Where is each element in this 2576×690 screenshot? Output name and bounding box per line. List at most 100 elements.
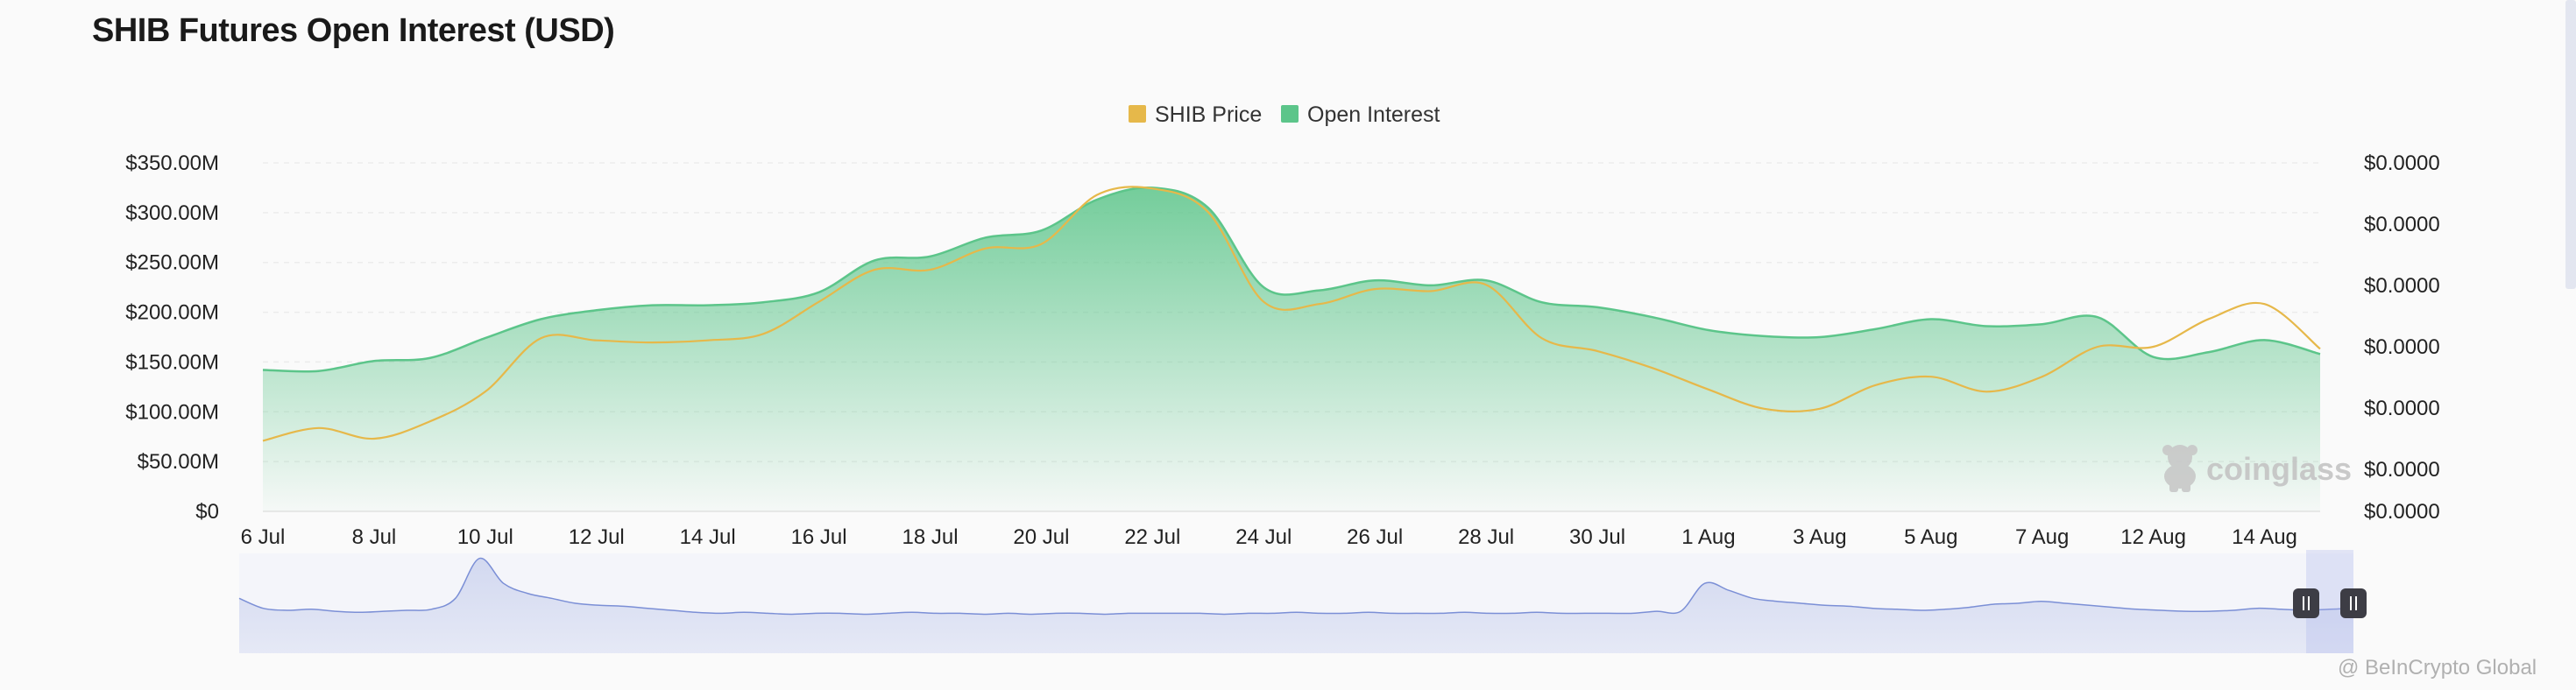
y-right-tick-label: $0.0000 <box>2364 500 2440 524</box>
open-interest-point[interactable] <box>1257 281 1270 293</box>
shib-price-point[interactable] <box>2148 341 2160 353</box>
open-interest-point[interactable] <box>2091 311 2104 323</box>
x-tick-label: 26 Jul <box>1347 525 1403 549</box>
open-interest-point[interactable] <box>1980 320 1992 332</box>
shib-price-point[interactable] <box>1313 298 1326 310</box>
legend-item-open-interest[interactable]: Open Interest <box>1281 102 1440 127</box>
legend-swatch-shib-price <box>1129 105 1146 123</box>
open-interest-point[interactable] <box>368 355 380 367</box>
page-scrollbar[interactable] <box>2565 0 2576 289</box>
shib-price-point[interactable] <box>1702 384 1715 396</box>
shib-price-point[interactable] <box>1202 206 1214 218</box>
y-left-tick-label: $50.00M <box>138 450 219 474</box>
x-tick-label: 30 Jul <box>1569 525 1625 549</box>
open-interest-point[interactable] <box>591 304 603 316</box>
open-interest-line <box>262 186 2321 373</box>
open-interest-point[interactable] <box>1536 296 1548 308</box>
shib-price-point[interactable] <box>1480 278 1492 291</box>
shib-price-point[interactable] <box>2036 370 2049 383</box>
x-tick-label: 16 Jul <box>791 525 847 549</box>
shib-price-point[interactable] <box>1146 182 1158 194</box>
open-interest-point[interactable] <box>1591 301 1603 313</box>
shib-price-point[interactable] <box>1925 370 1937 383</box>
navigator-line <box>238 557 2354 616</box>
shib-price-point[interactable] <box>646 336 658 349</box>
shib-price-point[interactable] <box>702 334 714 347</box>
shib-price-point[interactable] <box>423 415 435 427</box>
shib-price-point[interactable] <box>1035 238 1047 250</box>
open-interest-point[interactable] <box>924 250 937 263</box>
x-axis: 6 Jul 8 Jul 10 Jul 12 Jul 14 Jul 16 Jul 18 Jul… <box>241 525 2297 549</box>
open-interest-point[interactable] <box>423 352 435 364</box>
open-interest-point[interactable] <box>1814 331 1826 343</box>
shib-price-point[interactable] <box>312 422 324 434</box>
shib-price-point[interactable] <box>1536 332 1548 344</box>
y-right-tick-label: $0.0000 <box>2364 274 2440 298</box>
shib-price-point[interactable] <box>1869 379 1881 391</box>
open-interest-point[interactable] <box>646 299 658 312</box>
open-interest-point[interactable] <box>479 332 492 344</box>
x-tick-label: 12 Jul <box>569 525 625 549</box>
y-axis-left: $0 $50.00M $100.00M $150.00M $200.00M $250.00… <box>125 151 219 524</box>
open-interest-point[interactable] <box>1646 311 1659 323</box>
shib-price-point[interactable] <box>534 332 547 344</box>
open-interest-point[interactable] <box>2036 318 2049 330</box>
open-interest-point[interactable] <box>534 313 547 326</box>
x-tick-label: 12 Aug <box>2120 525 2186 549</box>
open-interest-point[interactable] <box>312 365 324 377</box>
shib-price-point[interactable] <box>1425 285 1437 298</box>
shib-price-point[interactable] <box>479 385 492 398</box>
shib-price-point[interactable] <box>257 434 269 447</box>
x-tick-label: 24 Jul <box>1235 525 1292 549</box>
shib-price-point[interactable] <box>1369 283 1381 295</box>
x-tick-label: 18 Jul <box>902 525 958 549</box>
open-interest-point[interactable] <box>1035 224 1047 236</box>
open-interest-point[interactable] <box>757 296 769 308</box>
shib-price-point[interactable] <box>1646 362 1659 374</box>
shib-price-point[interactable] <box>813 296 825 308</box>
navigator-handle-right[interactable] <box>2340 588 2367 618</box>
y-left-tick-label: $0 <box>195 500 219 524</box>
open-interest-point[interactable] <box>1313 285 1326 297</box>
x-tick-label: 5 Aug <box>1904 525 1957 549</box>
shib-price-point[interactable] <box>368 433 380 445</box>
y-left-tick-label: $150.00M <box>125 350 219 374</box>
open-interest-point[interactable] <box>980 231 992 243</box>
shib-price-point[interactable] <box>2314 342 2326 355</box>
open-interest-point[interactable] <box>1925 313 1937 326</box>
shib-price-point[interactable] <box>924 264 937 276</box>
legend-item-shib-price[interactable]: SHIB Price <box>1129 102 1262 127</box>
shib-price-point[interactable] <box>2259 298 2271 310</box>
open-interest-point[interactable] <box>1758 330 1770 342</box>
shib-price-point[interactable] <box>1591 345 1603 357</box>
y-left-tick-label: $200.00M <box>125 301 219 325</box>
x-tick-label: 6 Jul <box>241 525 286 549</box>
x-tick-label: 10 Jul <box>457 525 513 549</box>
shib-price-point[interactable] <box>1758 403 1770 415</box>
y-right-tick-label: $0.0000 <box>2364 397 2440 420</box>
open-interest-point[interactable] <box>1702 324 1715 336</box>
open-interest-point[interactable] <box>257 364 269 377</box>
y-left-tick-label: $300.00M <box>125 201 219 225</box>
shib-price-point[interactable] <box>757 327 769 340</box>
shib-price-point[interactable] <box>1091 189 1103 201</box>
shib-price-point[interactable] <box>868 264 881 276</box>
shib-price-point[interactable] <box>591 334 603 347</box>
open-interest-point[interactable] <box>1869 323 1881 335</box>
open-interest-point[interactable] <box>702 299 714 312</box>
navigator[interactable] <box>238 550 2367 653</box>
x-tick-label: 14 Aug <box>2232 525 2297 549</box>
legend: SHIB Price Open Interest <box>1129 102 1440 127</box>
shib-price-point[interactable] <box>1814 403 1826 415</box>
legend-label-shib-price: SHIB Price <box>1155 102 1262 127</box>
navigator-handle-left[interactable] <box>2293 588 2319 618</box>
shib-price-point[interactable] <box>2203 313 2215 325</box>
open-interest-point[interactable] <box>2259 334 2271 346</box>
credit-watermark: @ BeInCrypto Global <box>2338 656 2537 679</box>
shib-price-point[interactable] <box>980 243 992 255</box>
shib-price-point[interactable] <box>1257 296 1270 308</box>
shib-price-point[interactable] <box>1980 385 1992 398</box>
open-interest-point[interactable] <box>2203 346 2215 358</box>
shib-price-point[interactable] <box>2091 341 2104 353</box>
